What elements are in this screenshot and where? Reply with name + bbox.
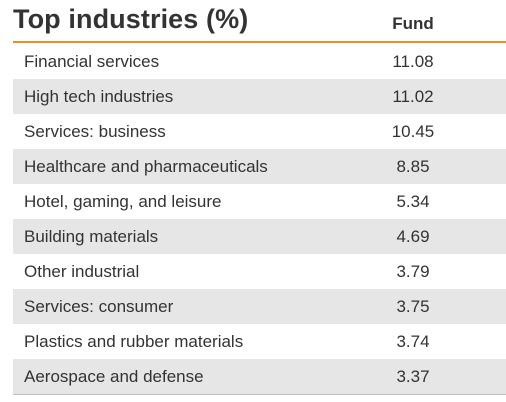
table-row: Services: consumer 3.75: [13, 289, 506, 324]
row-label: High tech industries: [24, 87, 174, 106]
table-row: Financial services 11.08: [13, 44, 506, 79]
row-value: 11.08: [392, 52, 434, 71]
row-value: 4.69: [396, 227, 430, 246]
row-value: 3.75: [396, 297, 430, 316]
table-row: Other industrial 3.79: [13, 254, 506, 289]
table-body: Financial services 11.08 High tech indus…: [13, 44, 506, 395]
row-value: 3.79: [396, 262, 430, 281]
table-title: Top industries (%): [13, 4, 249, 34]
table-row: Plastics and rubber materials 3.74: [13, 324, 506, 359]
row-label: Services: business: [24, 122, 166, 141]
row-label: Building materials: [24, 227, 159, 246]
row-label: Services: consumer: [24, 297, 174, 316]
column-header-fund: Fund: [392, 14, 434, 33]
row-label: Financial services: [24, 52, 160, 71]
table-row: High tech industries 11.02: [13, 79, 506, 114]
row-label: Hotel, gaming, and leisure: [24, 192, 222, 211]
table-row: Aerospace and defense 3.37: [13, 359, 506, 394]
row-label: Aerospace and defense: [24, 367, 204, 386]
table-row: Building materials 4.69: [13, 219, 506, 254]
row-value: 11.02: [392, 87, 434, 106]
row-label: Other industrial: [24, 262, 140, 281]
row-label: Plastics and rubber materials: [24, 332, 244, 351]
row-value: 5.34: [396, 192, 430, 211]
bottom-divider: [13, 394, 506, 395]
table-row: Hotel, gaming, and leisure 5.34: [13, 184, 506, 219]
table-row: Healthcare and pharmaceuticals 8.85: [13, 149, 506, 184]
row-value: 8.85: [396, 157, 430, 176]
row-value: 3.37: [396, 367, 430, 386]
table-header: Top industries (%) Fund: [13, 0, 506, 43]
row-value: 3.74: [396, 332, 430, 351]
row-label: Healthcare and pharmaceuticals: [24, 157, 268, 176]
table-row: Services: business 10.45: [13, 114, 506, 149]
row-value: 10.45: [391, 122, 435, 141]
